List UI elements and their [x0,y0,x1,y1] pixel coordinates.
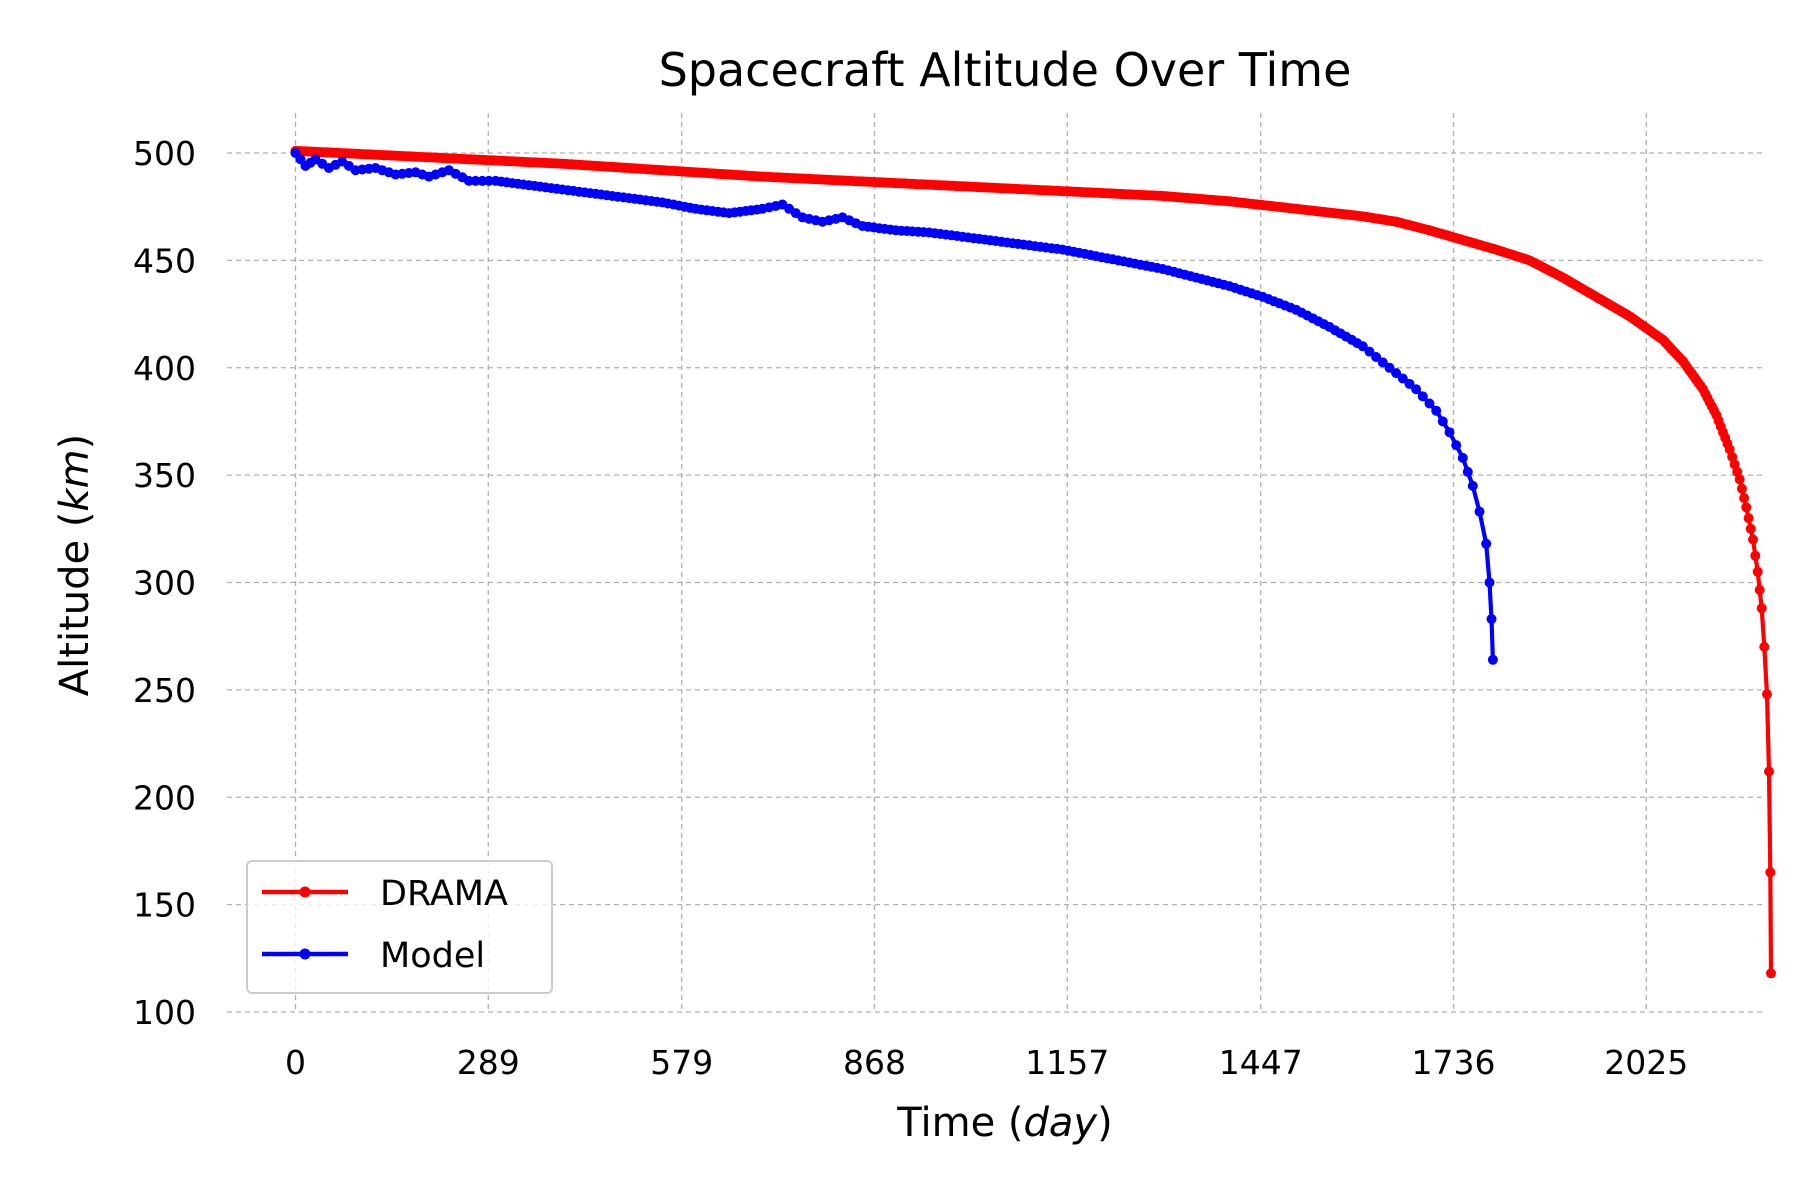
data-point [1765,867,1776,878]
data-point [1764,766,1774,777]
y-tick-label: 350 [133,456,196,495]
data-point [1437,416,1448,427]
series-model [290,148,1498,665]
data-point [1486,614,1497,624]
y-tick-label: 200 [133,778,196,817]
x-tick-label: 0 [285,1043,306,1082]
data-point [1754,585,1765,595]
x-tick-label: 868 [843,1043,906,1082]
data-point [1481,538,1492,549]
data-point [1377,357,1388,368]
x-tick-label: 579 [650,1043,713,1082]
y-tick-label: 300 [133,564,196,603]
data-point [1750,550,1761,561]
data-point [1484,577,1495,588]
data-point [1371,352,1382,362]
x-tick-label: 1736 [1412,1043,1496,1082]
data-point [1745,523,1756,534]
x-tick-labels: 0 289 579 868 1157 1447 1736 2025 [285,1043,1688,1082]
y-gridlines [227,152,1762,1013]
data-point [1397,373,1408,384]
data-point [1762,689,1772,700]
y-tick-labels: 100 150 200 250 300 350 400 450 500 [133,134,196,1032]
x-axis-title: Time (day) [896,1100,1112,1146]
data-point [1739,493,1750,503]
legend-entry-model: Model [262,936,485,976]
series-layer [290,145,1776,979]
data-point [1759,641,1770,652]
data-point [1743,513,1754,524]
y-tick-label: 250 [133,671,196,710]
legend-label: DRAMA [380,874,508,914]
data-point [1474,506,1485,517]
chart-title: Spacecraft Altitude Over Time [659,43,1352,97]
data-point [1752,566,1763,577]
data-point [1467,480,1478,491]
series-drama [290,145,1776,979]
data-point [1357,341,1368,352]
y-tick-label: 450 [133,241,196,280]
data-point [1424,398,1435,409]
y-tick-label: 500 [133,134,196,173]
data-point [1451,440,1462,451]
x-tick-label: 2025 [1604,1043,1688,1082]
data-point [1417,391,1428,402]
y-tick-label: 150 [133,886,196,925]
data-point [1487,654,1498,665]
x-tick-label: 289 [457,1043,520,1082]
data-point [1431,405,1442,416]
data-point [1444,427,1455,438]
data-point [1391,368,1402,379]
data-point [1462,466,1473,477]
data-point [1411,384,1422,395]
x-tick-label: 1157 [1025,1043,1109,1082]
data-point [1748,534,1758,545]
y-tick-label: 400 [133,349,196,388]
data-point [1364,346,1375,357]
y-axis-title: Altitude (km) [52,434,98,696]
data-point [1457,452,1468,463]
legend-swatch-marker [299,948,311,960]
data-point [1766,968,1776,979]
legend: DRAMA Model [246,860,553,994]
data-point [1734,474,1745,485]
data-point [1736,483,1747,494]
data-point [1741,502,1752,513]
x-tick-label: 1447 [1219,1043,1303,1082]
legend-entry-drama: DRAMA [262,874,508,914]
data-point [1756,603,1767,614]
legend-swatch-marker [299,886,311,898]
y-tick-label: 100 [133,993,196,1032]
legend-label: Model [380,936,485,976]
